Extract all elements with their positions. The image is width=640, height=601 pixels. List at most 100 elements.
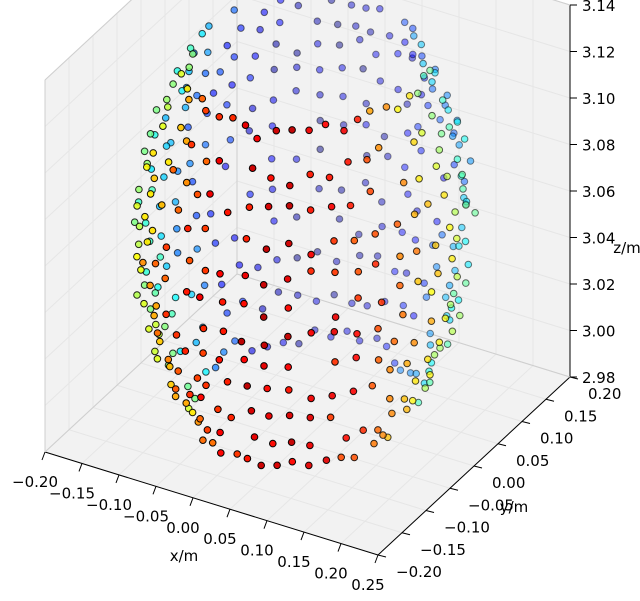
scatter-point: [315, 184, 323, 193]
scatter-point: [430, 351, 439, 359]
pane-edge: [44, 0, 133, 81]
scatter-point: [419, 59, 427, 68]
scatter-point: [245, 203, 254, 211]
scatter-point: [322, 456, 331, 465]
scatter-point: [192, 211, 201, 220]
scatter-point: [410, 210, 419, 219]
scatter-point: [199, 349, 207, 357]
scatter-point: [409, 312, 418, 320]
scatter-point: [359, 65, 367, 73]
scatter-point: [419, 72, 428, 80]
scatter-point: [453, 118, 462, 126]
scatter-point: [192, 338, 200, 347]
scatter-point: [426, 378, 434, 387]
scatter-point: [242, 235, 251, 243]
y-tick-mark: [401, 532, 411, 536]
scatter-point: [286, 181, 294, 190]
scatter-point: [371, 230, 380, 238]
scatter-point: [141, 212, 149, 221]
scatter-point: [327, 333, 335, 341]
z-tick-label: 3.12: [582, 44, 615, 62]
scatter-point: [403, 359, 411, 368]
scatter-point: [206, 190, 214, 198]
scatter-point: [274, 288, 283, 296]
scatter-point: [150, 311, 158, 320]
scatter-point: [185, 256, 194, 265]
scatter-point: [233, 450, 241, 458]
scatter-point: [390, 337, 399, 346]
scatter-point: [331, 358, 339, 366]
scatter-point: [257, 461, 266, 470]
scatter-point: [153, 355, 162, 363]
grid-z-left: [44, 0, 183, 127]
scatter-point: [420, 279, 429, 288]
grid-z-right: [401, 0, 571, 52]
scatter-point: [462, 279, 470, 287]
scatter-point: [390, 359, 399, 367]
scatter-point: [453, 155, 462, 163]
scatter-point: [185, 95, 193, 104]
scatter-point: [270, 217, 278, 225]
scatter-point: [373, 252, 382, 260]
scatter-point: [273, 461, 281, 470]
scatter-point: [181, 347, 190, 355]
scatter-point: [316, 116, 325, 125]
scatter-point: [443, 340, 452, 349]
scatter-point: [283, 275, 292, 283]
x-tick-mark: [226, 509, 231, 518]
scatter-point: [391, 267, 399, 276]
scatter-point: [461, 237, 470, 246]
scatter-point: [346, 201, 355, 210]
pane-edge: [44, 273, 238, 453]
scatter-point: [205, 22, 213, 30]
scatter-point: [241, 121, 250, 129]
scatter-point: [349, 387, 358, 396]
scatter-point: [306, 441, 314, 450]
scatter-point: [262, 245, 271, 253]
scatter-point: [197, 393, 205, 402]
scatter-point: [230, 6, 238, 14]
scatter-point: [362, 120, 370, 129]
scatter-point: [363, 155, 371, 164]
grid-z-right: [251, 0, 571, 99]
scatter-point: [202, 106, 210, 115]
scatter-point: [193, 190, 202, 199]
scatter-point: [208, 439, 217, 447]
scatter-point: [169, 80, 177, 88]
scatter-point: [448, 327, 457, 336]
scatter-point: [428, 85, 437, 93]
scatter-point: [219, 327, 228, 336]
scatter-point: [184, 224, 192, 233]
scatter-point: [410, 338, 419, 347]
scatter-point: [378, 198, 386, 206]
grid-z-left: [44, 87, 238, 267]
scatter-point: [151, 347, 159, 356]
scatter-point: [173, 249, 182, 257]
scatter-point: [143, 163, 151, 171]
scatter-point: [196, 415, 204, 423]
scatter-point: [362, 99, 371, 108]
scatter-point: [411, 236, 420, 244]
scatter-point: [254, 263, 262, 272]
scatter-point: [243, 382, 251, 390]
scatter-point: [312, 297, 321, 306]
scatter-point: [451, 208, 459, 216]
x-tick-label: 0.10: [240, 542, 273, 560]
scatter-point: [273, 256, 281, 264]
scatter-point: [162, 243, 171, 251]
scatter-point: [285, 411, 294, 420]
scatter-point: [174, 206, 183, 214]
scatter-point: [355, 337, 364, 345]
scatter-point: [335, 41, 344, 49]
scatter-point: [260, 8, 269, 17]
scatter-point: [370, 439, 378, 448]
scatter-point: [201, 224, 210, 233]
scatter-point: [418, 129, 426, 137]
scatter-point: [316, 145, 325, 154]
scatter-point: [382, 103, 391, 111]
scatter-point: [339, 92, 347, 101]
axis-panes: [45, 0, 570, 555]
z-tick-label: 3.08: [582, 137, 615, 155]
scatter-point: [448, 254, 456, 263]
scatter-point: [441, 314, 450, 323]
